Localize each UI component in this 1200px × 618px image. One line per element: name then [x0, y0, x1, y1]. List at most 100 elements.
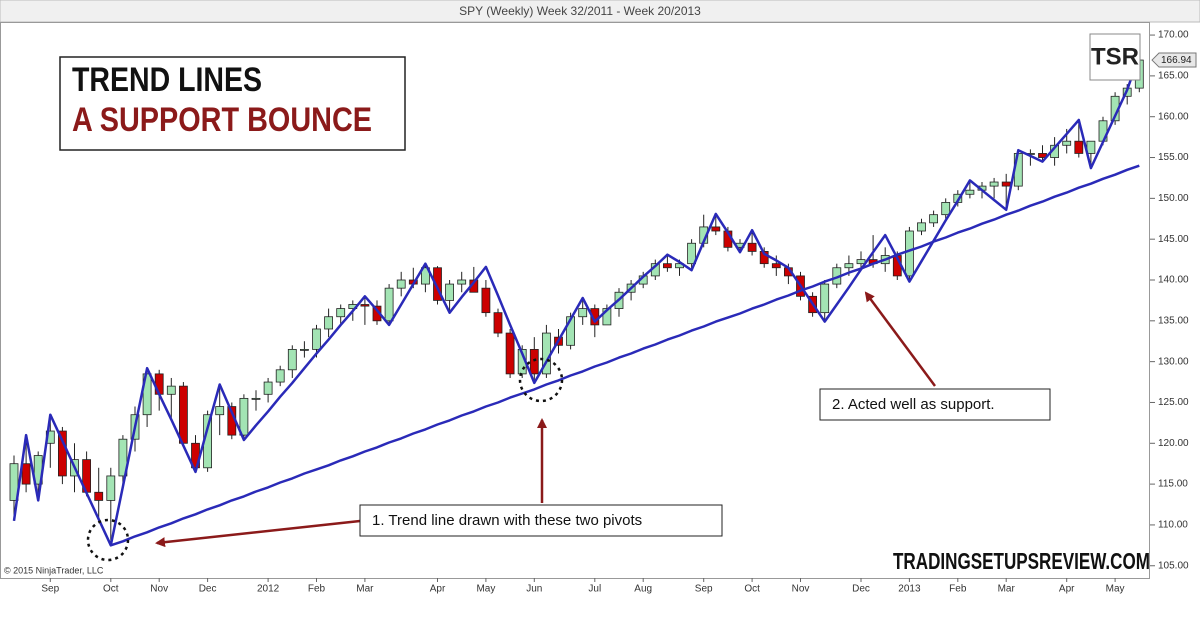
x-tick-label: Aug: [634, 584, 652, 595]
candle-body: [215, 406, 225, 416]
candle-body: [324, 316, 334, 330]
plot-frame: [0, 22, 1150, 579]
candle-body: [312, 328, 321, 350]
y-tick-label: 130.00: [1158, 356, 1189, 367]
x-tick-label: Oct: [744, 584, 760, 595]
candle-body: [263, 381, 273, 395]
x-tick-label: 2013: [898, 584, 921, 595]
candle-body: [58, 430, 67, 477]
candle-body: [578, 308, 588, 318]
x-tick-label: Nov: [792, 584, 810, 595]
candle-body: [687, 242, 696, 265]
y-tick-label: 115.00: [1158, 479, 1188, 490]
candle-body: [178, 385, 188, 444]
x-tick-label: Jun: [526, 584, 542, 595]
x-tick-label: May: [1106, 584, 1125, 595]
x-tick-label: 2012: [257, 584, 280, 595]
annotation-box: [819, 388, 1051, 421]
candle-body: [420, 267, 430, 285]
candle-body: [941, 202, 951, 216]
candle-body: [505, 332, 515, 375]
y-tick-label: 170.00: [1158, 30, 1189, 41]
logo-box: [1089, 33, 1141, 81]
candle-body: [771, 263, 781, 269]
candle-body: [820, 283, 830, 314]
candle-body: [21, 463, 31, 485]
candle-body: [965, 189, 975, 195]
candle-body: [929, 214, 938, 224]
y-tick-label: 120.00: [1158, 438, 1189, 449]
candle-body: [154, 373, 164, 395]
headline-line: A SUPPORT BOUNCE: [72, 101, 372, 139]
price-tag: [1151, 52, 1197, 68]
candle-body: [1074, 140, 1084, 154]
candle-body: [856, 259, 866, 265]
x-tick-label: Oct: [103, 584, 119, 595]
x-tick-label: Sep: [41, 584, 59, 595]
overlay-line: [110, 164, 1140, 547]
pivot-circle: [518, 357, 564, 403]
candle-body: [457, 279, 467, 285]
x-tick-label: Mar: [356, 584, 374, 595]
arrow: [864, 291, 937, 387]
candle-body: [299, 348, 309, 351]
candle-body: [287, 348, 297, 371]
overlay-line: [12, 55, 1141, 547]
candle-body: [493, 312, 503, 334]
x-tick-label: Sep: [695, 584, 713, 595]
candle-body: [663, 263, 672, 269]
candle-body: [747, 242, 757, 252]
y-tick-label: 145.00: [1158, 234, 1189, 245]
arrow: [155, 519, 361, 548]
annotation-box: [359, 504, 723, 537]
candle-body: [711, 226, 721, 232]
x-tick-label: Mar: [998, 584, 1016, 595]
x-tick-label: Apr: [1059, 584, 1075, 595]
annotation: 2. Acted well as support.: [832, 396, 995, 413]
y-tick-label: 140.00: [1158, 275, 1189, 286]
candle-body: [166, 385, 176, 395]
candle-body: [360, 304, 370, 307]
x-tick-label: Dec: [852, 584, 870, 595]
candle-body: [1062, 140, 1072, 146]
annotation: 1. Trend line drawn with these two pivot…: [372, 512, 642, 529]
candle-body: [445, 283, 455, 301]
candle-body: [251, 397, 261, 400]
candle-body: [917, 222, 926, 232]
candle-body: [433, 267, 442, 301]
x-tick-label: Apr: [430, 584, 446, 595]
y-tick-label: 135.00: [1158, 315, 1189, 326]
y-tick-label: 125.00: [1158, 397, 1189, 408]
x-tick-label: Jul: [588, 584, 601, 595]
candle-body: [1086, 140, 1096, 154]
y-tick-label: 155.00: [1158, 152, 1189, 163]
candle-body: [481, 287, 491, 314]
x-tick-label: Feb: [949, 584, 967, 595]
candle-body: [396, 279, 406, 289]
candle-body: [529, 348, 539, 375]
candle-body: [989, 181, 999, 187]
x-tick-label: Nov: [150, 584, 168, 595]
plot: 105.00 110.00 115.00 120.00 125.00 130.00 135.…: [9, 30, 1189, 595]
chart-title: SPY (Weekly) Week 32/2011 - Week 20/2013: [459, 4, 701, 18]
candle-body: [239, 397, 249, 436]
candle-body: [905, 230, 914, 277]
last-price: 166.94: [1161, 55, 1192, 66]
x-tick-label: Feb: [308, 584, 326, 595]
headline-line: TREND LINES: [72, 61, 262, 99]
candle-body: [94, 491, 104, 501]
candle-body: [118, 438, 128, 477]
pivot-circle: [86, 518, 130, 562]
watermark: TRADINGSETUPSREVIEW.COM: [893, 548, 1150, 574]
y-tick-label: 165.00: [1158, 71, 1189, 82]
y-tick-label: 110.00: [1158, 520, 1188, 531]
copyright: © 2015 NinjaTrader, LLC: [4, 565, 104, 575]
candle-body: [844, 263, 854, 269]
logo: TSR: [1091, 43, 1139, 70]
candle-body: [275, 369, 285, 383]
candle-body: [1001, 181, 1011, 187]
y-tick-label: 150.00: [1158, 193, 1189, 204]
candle-body: [106, 475, 116, 501]
x-tick-label: Dec: [199, 584, 217, 595]
